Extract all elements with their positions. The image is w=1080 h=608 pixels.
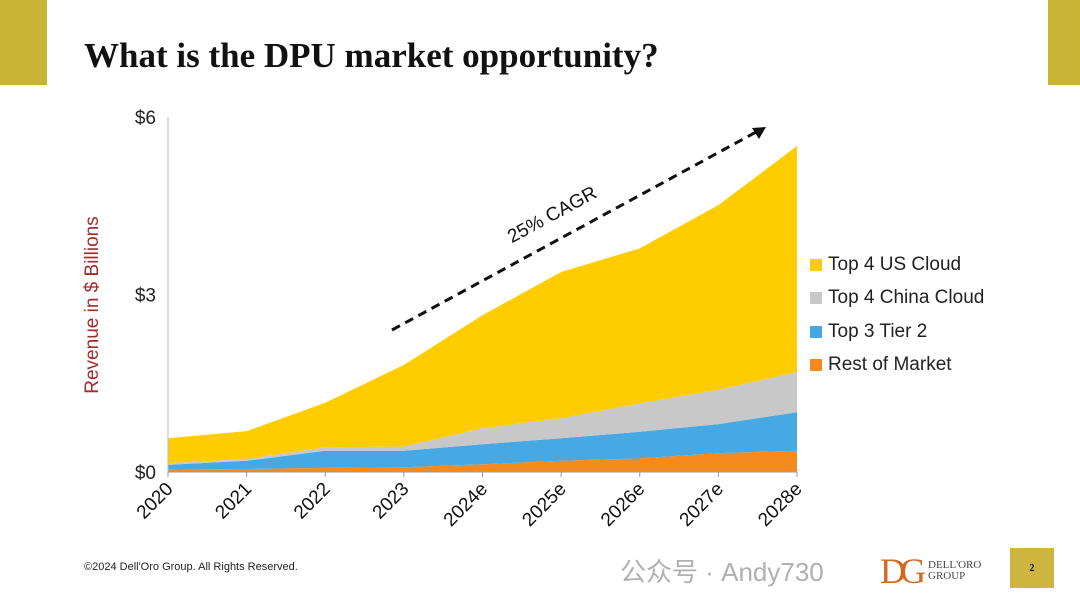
logo-text-line: GROUP (928, 570, 966, 582)
legend-item: Top 4 US Cloud (810, 248, 984, 282)
cagr-arrow (391, 129, 759, 332)
area-top-4-us-cloud (168, 145, 797, 464)
x-tick-label: 2023 (369, 479, 414, 524)
watermark: 公众号 · Andy730 (620, 557, 824, 587)
legend-item: Top 4 China Cloud (810, 282, 984, 316)
copyright: ©2024 Dell'Oro Group. All Rights Reserve… (84, 561, 298, 573)
y-tick-label: $6 (135, 108, 156, 129)
legend-swatch (810, 325, 822, 338)
x-tick-label: 2026e (597, 479, 649, 531)
legend-label: Top 3 Tier 2 (828, 320, 928, 342)
legend-item: Rest of Market (810, 349, 984, 383)
legend-swatch (810, 292, 822, 305)
x-tick-label: 2028e (754, 479, 806, 531)
logo-text: DELL'ORO GROUP (928, 560, 981, 582)
legend-item: Top 3 Tier 2 (810, 315, 984, 349)
slide-title: What is the DPU market opportunity? (84, 36, 659, 75)
legend-label: Top 4 China Cloud (828, 287, 985, 309)
x-tick-label: 2022 (290, 479, 335, 524)
y-tick-label: $3 (135, 286, 156, 307)
y-tick-label: $0 (135, 463, 156, 484)
gold-accent-left (0, 0, 47, 85)
dell-oro-logo: DG DELL'ORO GROUP (880, 550, 981, 592)
cagr-annotation: 25% CAGR (504, 183, 600, 248)
legend-swatch (810, 359, 822, 372)
x-tick-label: 2021 (211, 479, 256, 524)
area-top-4-china-cloud (168, 372, 797, 465)
logo-mark: DG (880, 551, 926, 591)
legend-swatch (810, 258, 822, 271)
area-top-3-tier-2 (168, 412, 797, 470)
legend: Top 4 US Cloud Top 4 China Cloud Top 3 T… (810, 248, 984, 382)
cagr-arrowhead (752, 127, 766, 139)
legend-label: Top 4 US Cloud (828, 253, 962, 275)
x-tick-label: 2025e (518, 479, 570, 531)
legend-label: Rest of Market (828, 354, 952, 376)
x-tick-label: 2020 (133, 479, 178, 524)
x-tick-label: 2024e (440, 479, 492, 531)
x-tick-label: 2027e (676, 479, 728, 531)
area-rest-of-market (168, 450, 797, 472)
logo-text-line: DELL'ORO (928, 559, 982, 571)
gold-accent-right (1048, 0, 1080, 85)
page-number: 2 (1010, 548, 1054, 588)
